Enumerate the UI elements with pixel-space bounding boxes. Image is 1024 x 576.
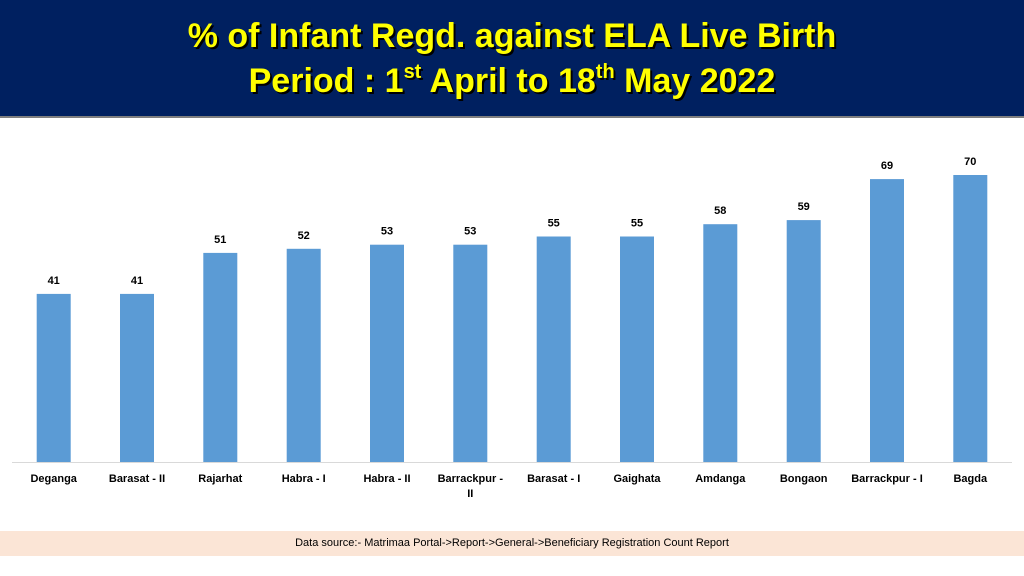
bar-bongaon	[786, 220, 821, 462]
data-label: 69	[881, 160, 893, 172]
x-tick-label: Gaighata	[613, 473, 661, 485]
x-tick-label: Bagda	[953, 473, 988, 485]
data-label: 59	[798, 201, 810, 213]
period-suffix: May 2022	[614, 62, 776, 100]
x-tick-label: Barasat - II	[109, 473, 165, 485]
bar-deganga	[36, 293, 71, 462]
x-tick-label: Rajarhat	[198, 473, 242, 485]
data-label: 51	[214, 234, 226, 246]
page-title: % of Infant Regd. against ELA Live Birth	[187, 17, 837, 55]
data-source-note: Data source:- Matrimaa Portal->Report->G…	[295, 537, 729, 549]
data-label: 53	[381, 226, 393, 238]
period-sup-end: th	[595, 61, 615, 83]
data-label: 41	[48, 275, 60, 287]
footer-bar: Data source:- Matrimaa Portal->Report->G…	[0, 531, 1024, 556]
bar-chart: 41 Deganga 41 Barasat - II 51 Rajarhat 52 Habra…	[12, 156, 1012, 500]
period-sup-start: st	[403, 61, 422, 83]
data-label: 70	[964, 156, 976, 168]
x-tick-label: Amdanga	[695, 473, 746, 485]
bar-barasat-ii	[120, 293, 154, 462]
data-label: 58	[714, 205, 726, 217]
title-banner: % of Infant Regd. against ELA Live Birth…	[0, 0, 1024, 118]
bar-habra-i	[286, 248, 321, 462]
x-tick-label: Habra - II	[363, 473, 410, 485]
x-tick-label: Barrackpur -	[438, 473, 504, 485]
x-tick-label: Barrackpur - I	[851, 473, 923, 485]
chart-area: 41 Deganga 41 Barasat - II 51 Rajarhat 52 Habra…	[0, 118, 1024, 528]
x-tick-label: Deganga	[30, 473, 77, 485]
bar-barrackpur-ii	[453, 244, 488, 462]
period-prefix: Period : 1	[248, 62, 404, 100]
x-tick-label: Barasat - I	[527, 473, 580, 485]
data-label: 41	[131, 275, 143, 287]
data-label: 55	[631, 218, 643, 230]
data-label: 55	[548, 218, 560, 230]
bar-gaighata	[620, 236, 654, 462]
bar-bagda	[953, 175, 988, 462]
bar-barrackpur-i	[870, 179, 904, 462]
x-tick-label: Habra - I	[282, 473, 326, 485]
x-tick-label: Bongaon	[780, 473, 828, 485]
bar-barasat-i	[536, 236, 571, 462]
data-label: 53	[464, 226, 476, 238]
bar-amdanga	[703, 224, 738, 462]
period-middle: April to 18	[421, 62, 596, 100]
data-label: 52	[298, 230, 310, 242]
page-subtitle-period: Period : 1st April to 18th May 2022	[0, 61, 1024, 101]
bar-rajarhat	[203, 252, 238, 462]
bar-habra-ii	[370, 244, 404, 462]
x-tick-label: II	[467, 488, 473, 500]
